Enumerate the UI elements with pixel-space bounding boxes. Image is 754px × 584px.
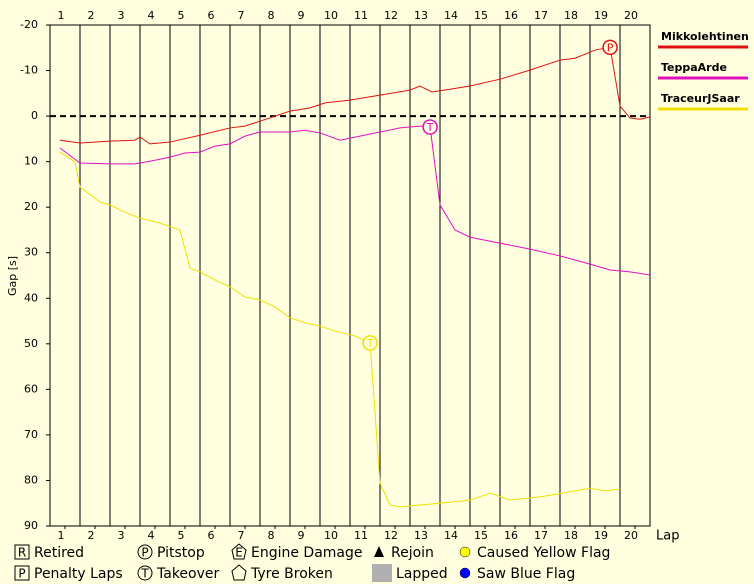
x-tick-label: 17 <box>534 529 548 542</box>
x-tick-label: 19 <box>594 529 608 542</box>
key-symbol-label: T <box>140 567 149 581</box>
key-symbol <box>14 565 30 581</box>
key-symbol <box>137 565 153 581</box>
legend-label: Mikkolehtinen <box>661 30 749 43</box>
y-tick-label: 90 <box>24 519 38 532</box>
x-tick-label: 7 <box>238 529 245 542</box>
y-axis-label: Gap [s] <box>6 256 19 296</box>
y-tick-label: 50 <box>24 337 38 350</box>
legend-label: TeppaArde <box>661 61 727 74</box>
x-tick-label: 17 <box>534 9 548 22</box>
x-tick-label: 18 <box>564 9 578 22</box>
x-tick-label: 14 <box>444 9 458 22</box>
key-label: Retired <box>34 545 84 561</box>
x-tick-label: 15 <box>474 9 488 22</box>
y-tick-label: -10 <box>20 64 38 77</box>
key-symbol <box>14 544 30 560</box>
x-tick-label: 9 <box>298 529 305 542</box>
x-tick-label: 6 <box>208 9 215 22</box>
x-tick-label: 3 <box>118 9 125 22</box>
key-symbol <box>372 564 392 582</box>
x-tick-label: 14 <box>444 529 458 542</box>
event-marker-label: T <box>426 121 434 134</box>
x-tick-label: 15 <box>474 529 488 542</box>
x-tick-label: 10 <box>324 529 338 542</box>
x-tick-label: 10 <box>324 9 338 22</box>
key-label: Pitstop <box>157 545 205 561</box>
y-tick-label: 30 <box>24 246 38 259</box>
x-tick-label: 1 <box>58 529 65 542</box>
key-symbol-label: E <box>235 546 243 560</box>
key-symbol-label: P <box>141 546 148 560</box>
event-marker <box>602 39 618 56</box>
series-line <box>59 125 651 276</box>
x-tick-label: 3 <box>118 529 125 542</box>
event-marker-label: T <box>366 337 374 350</box>
event-marker-label: P <box>607 41 614 54</box>
key: R Retired P Penalty Laps P Pitstop T Takeover E E… <box>14 543 610 582</box>
x-tick-label: 11 <box>354 9 368 22</box>
x-tick-label: 16 <box>504 9 518 22</box>
x-tick-label: 7 <box>238 9 245 22</box>
x-tick-label: 16 <box>504 529 518 542</box>
x-axis-label: Lap <box>656 529 679 544</box>
event-marker <box>422 119 438 135</box>
y-tick-label: 0 <box>31 109 38 122</box>
x-tick-label: 18 <box>564 529 578 542</box>
key-symbol <box>231 564 247 581</box>
x-tick-label: 5 <box>178 9 185 22</box>
x-tick-label: 20 <box>624 529 638 542</box>
x-tick-label: 2 <box>88 9 95 22</box>
x-tick-label: 1 <box>58 9 65 22</box>
x-tick-label: 12 <box>384 9 398 22</box>
y-tick-label: 40 <box>24 291 38 304</box>
key-label: Caused Yellow Flag <box>477 545 610 561</box>
key-label: Lapped <box>396 566 448 582</box>
key-symbol <box>231 543 247 560</box>
key-label: Penalty Laps <box>34 566 123 582</box>
x-tick-label: 2 <box>88 529 95 542</box>
key-symbol <box>459 546 471 558</box>
x-tick-label: 19 <box>594 9 608 22</box>
y-tick-label: 60 <box>24 382 38 395</box>
y-tick-label: 70 <box>24 428 38 441</box>
y-tick-label: 20 <box>24 200 38 213</box>
series-line <box>59 151 621 508</box>
key-symbol-label: P <box>18 567 25 581</box>
x-tick-label: 9 <box>298 9 305 22</box>
key-symbol <box>374 546 384 557</box>
key-symbol-label: R <box>18 546 26 560</box>
x-tick-label: 5 <box>178 529 185 542</box>
key-label: Rejoin <box>391 545 434 561</box>
event-marker <box>362 335 378 351</box>
y-tick-label: 80 <box>24 473 38 486</box>
key-symbol <box>137 544 153 560</box>
key-label: Engine Damage <box>251 545 363 561</box>
y-tick-label: 10 <box>24 155 38 168</box>
x-tick-label: 4 <box>148 9 155 22</box>
legend-label: TraceurJSaar <box>661 92 740 105</box>
x-tick-label: 13 <box>414 529 428 542</box>
x-tick-label: 4 <box>148 529 155 542</box>
y-tick-label: -20 <box>20 18 38 31</box>
key-label: Saw Blue Flag <box>477 566 575 582</box>
x-tick-label: 6 <box>208 529 215 542</box>
x-tick-label: 20 <box>624 9 638 22</box>
key-label: Tyre Broken <box>250 566 333 582</box>
x-tick-label: 8 <box>268 9 275 22</box>
x-tick-label: 11 <box>354 529 368 542</box>
series-line <box>59 46 651 145</box>
key-label: Takeover <box>156 566 219 582</box>
x-tick-label: 8 <box>268 529 275 542</box>
x-tick-label: 12 <box>384 529 398 542</box>
x-tick-label: 13 <box>414 9 428 22</box>
key-symbol <box>459 567 471 579</box>
